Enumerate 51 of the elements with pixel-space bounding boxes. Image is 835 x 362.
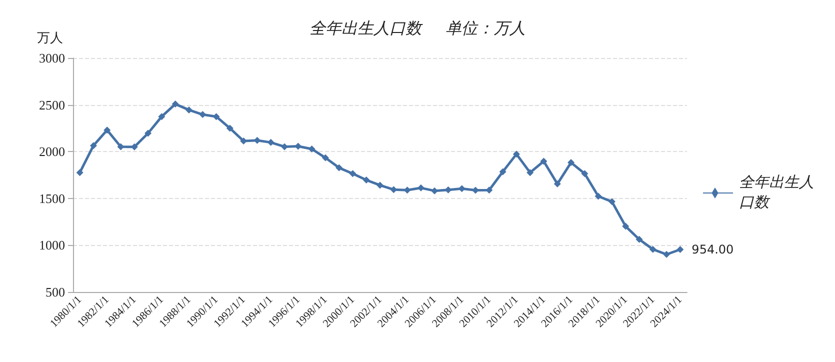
- point: [349, 170, 356, 178]
- point: [376, 182, 384, 189]
- y-tick-label: 1000: [39, 238, 65, 253]
- point: [663, 250, 670, 258]
- point: [254, 136, 261, 144]
- point: [76, 169, 84, 176]
- point: [622, 222, 630, 230]
- point: [185, 106, 192, 114]
- point: [104, 126, 111, 134]
- data-label: 954.00: [692, 242, 734, 257]
- y-axis-title: 万人: [37, 30, 63, 45]
- point: [676, 246, 684, 254]
- point: [540, 158, 548, 165]
- point: [526, 169, 534, 176]
- point: [362, 176, 370, 184]
- point: [499, 168, 506, 176]
- y-tick-label: 1500: [39, 190, 65, 206]
- point: [322, 154, 329, 162]
- point: [404, 186, 411, 194]
- point: [199, 111, 206, 118]
- point: [636, 236, 643, 243]
- point: [512, 150, 520, 158]
- point: [431, 187, 438, 194]
- chart-title: 全年出生人口数 单位：万人: [310, 20, 526, 38]
- point: [608, 198, 616, 206]
- point: [554, 180, 561, 188]
- point: [158, 113, 166, 120]
- point: [486, 186, 493, 194]
- y-tick-label: 2500: [39, 97, 65, 112]
- point: [458, 185, 466, 192]
- point: [294, 142, 302, 150]
- point: [417, 184, 424, 192]
- legend-label: 全年出生人口数: [739, 174, 814, 211]
- point: [212, 113, 220, 120]
- point: [117, 143, 124, 150]
- point: [581, 170, 588, 178]
- point: [90, 142, 97, 150]
- point: [594, 192, 602, 200]
- point: [267, 138, 274, 146]
- point: [649, 246, 656, 253]
- point: [144, 130, 152, 137]
- y-tick-label: 500: [46, 284, 65, 300]
- point: [568, 159, 575, 166]
- point: [308, 145, 316, 152]
- point: [280, 143, 288, 150]
- y-tick-label: 2000: [39, 144, 65, 160]
- point: [336, 164, 343, 172]
- point: [226, 124, 234, 132]
- point: [444, 186, 452, 194]
- y-tick-label: 3000: [39, 50, 65, 66]
- point: [172, 100, 179, 108]
